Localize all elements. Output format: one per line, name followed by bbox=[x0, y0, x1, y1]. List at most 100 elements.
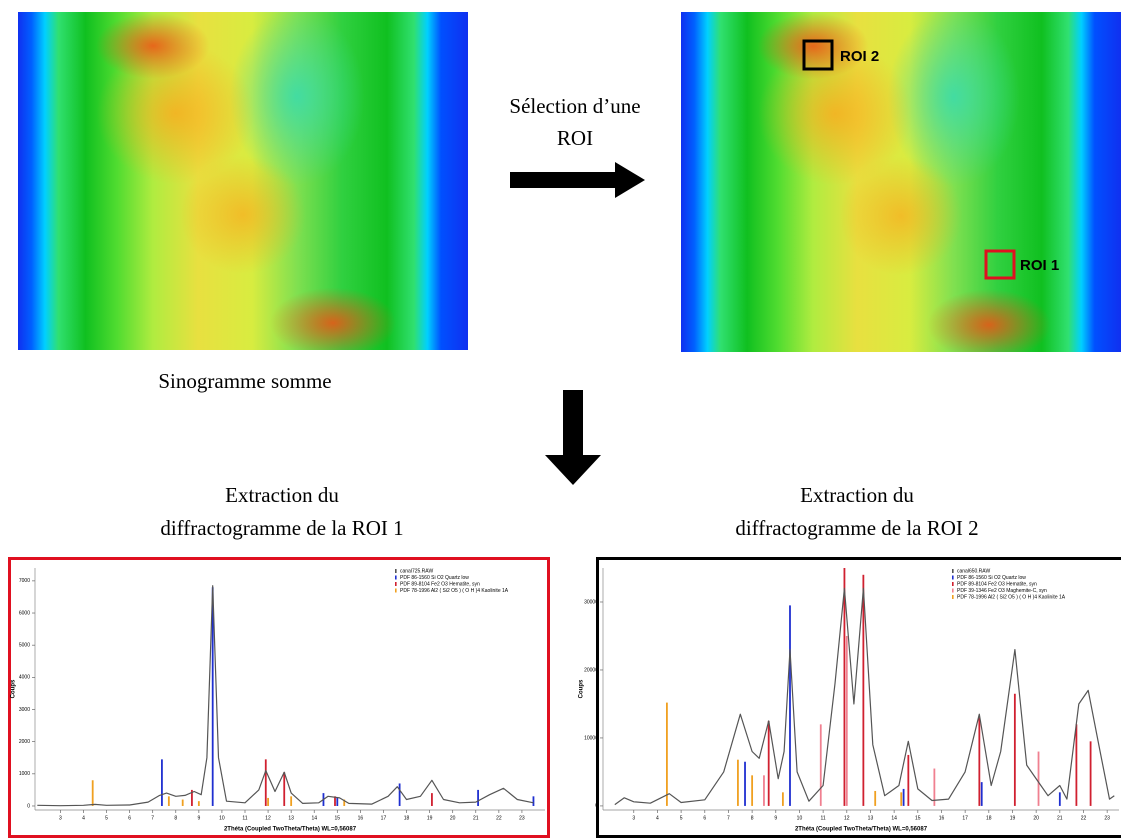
x-tick-label: 7 bbox=[151, 815, 154, 821]
plot-title: diffractogramme de la ROI 1 bbox=[160, 516, 403, 540]
roi-box bbox=[984, 249, 1016, 280]
measured-curve bbox=[37, 585, 534, 807]
y-tick-label: 3000 bbox=[19, 707, 30, 713]
legend-label: PDF 78-1996 Al2 ( Si2 O5 ) ( O H )4 Kaol… bbox=[957, 594, 1066, 600]
x-tick-label: 7 bbox=[727, 815, 730, 821]
reference-line bbox=[343, 799, 346, 806]
x-tick-label: 4 bbox=[82, 815, 85, 821]
reference-line bbox=[845, 635, 848, 806]
x-tick-label: 16 bbox=[939, 815, 945, 821]
x-tick-label: 13 bbox=[288, 815, 294, 821]
reference-line bbox=[334, 796, 336, 806]
legend-swatch bbox=[952, 588, 954, 593]
x-tick-label: 9 bbox=[197, 815, 200, 821]
roi-label: ROI 1 bbox=[1020, 257, 1059, 274]
legend-swatch bbox=[952, 582, 954, 586]
legend-swatch bbox=[952, 595, 954, 599]
legend-swatch bbox=[395, 582, 397, 586]
legend-label: PDF 89-8104 Fe2 O3 Hematite, syn bbox=[400, 581, 480, 587]
x-tick-label: 11 bbox=[821, 815, 826, 821]
legend-label: canal725.RAW bbox=[400, 568, 433, 574]
x-tick-label: 21 bbox=[473, 815, 479, 821]
x-tick-label: 4 bbox=[656, 815, 659, 821]
legend-label: PDF 39-1346 Fe2 O3 Maghemite-C, syn bbox=[957, 588, 1047, 594]
plot bbox=[37, 585, 535, 807]
reference-line bbox=[431, 793, 433, 806]
x-tick-label: 10 bbox=[797, 815, 803, 821]
x-tick-label: 20 bbox=[1033, 815, 1039, 821]
reference-line bbox=[933, 768, 936, 806]
x-tick-label: 15 bbox=[915, 815, 921, 821]
x-tick-label: 18 bbox=[404, 815, 410, 821]
reference-line bbox=[211, 587, 214, 806]
arrow-label: Sélection d’une bbox=[509, 94, 640, 118]
reference-line bbox=[737, 759, 739, 806]
x-tick-label: 6 bbox=[703, 815, 706, 821]
x-tick-label: 20 bbox=[450, 815, 456, 821]
reference-line bbox=[862, 574, 865, 806]
reference-line bbox=[907, 754, 910, 806]
sinogram bbox=[18, 12, 468, 350]
y-tick-label: 10000 bbox=[584, 735, 598, 741]
x-tick-label: 15 bbox=[335, 815, 341, 821]
y-axis-label: Coups bbox=[11, 679, 17, 698]
reference-line bbox=[763, 775, 765, 806]
x-axis-label: 2Théta (Coupled TwoTheta/Theta) WL=0,560… bbox=[224, 827, 357, 833]
legend-label: PDF 78-1996 Al2 ( Si2 O5 ) ( O H )4 Kaol… bbox=[400, 588, 509, 594]
reference-line bbox=[191, 789, 193, 806]
legend-swatch bbox=[952, 575, 954, 580]
plot-frame bbox=[596, 557, 1121, 838]
x-tick-label: 14 bbox=[311, 815, 317, 821]
y-tick-label: 0 bbox=[595, 803, 598, 809]
x-tick-label: 23 bbox=[519, 815, 525, 821]
reference-line bbox=[477, 789, 479, 806]
reference-line bbox=[264, 759, 267, 806]
reference-line bbox=[267, 797, 269, 806]
legend-label: PDF 86-1560 Si O2 Quartz low bbox=[400, 575, 469, 581]
reference-line bbox=[1037, 751, 1040, 806]
x-tick-label: 14 bbox=[891, 815, 897, 821]
x-tick-label: 17 bbox=[962, 815, 968, 821]
x-tick-label: 8 bbox=[751, 815, 754, 821]
plot-frame bbox=[8, 557, 550, 838]
x-tick-label: 19 bbox=[427, 815, 433, 821]
down-arrow bbox=[545, 390, 601, 485]
reference-line bbox=[767, 720, 770, 806]
y-tick-label: 5000 bbox=[19, 643, 30, 649]
reference-line bbox=[290, 796, 293, 806]
legend-swatch bbox=[395, 575, 397, 580]
y-tick-label: 2000 bbox=[19, 739, 30, 745]
x-tick-label: 3 bbox=[632, 815, 635, 821]
legend-label: PDF 86-1560 Si O2 Quartz low bbox=[957, 575, 1026, 581]
plot-title: diffractogramme de la ROI 2 bbox=[735, 516, 978, 540]
reference-line bbox=[980, 782, 983, 806]
reference-line bbox=[902, 788, 905, 806]
y-tick-label: 7000 bbox=[19, 578, 30, 584]
reference-line bbox=[874, 790, 877, 806]
reference-line bbox=[197, 801, 200, 806]
x-tick-label: 3 bbox=[59, 815, 62, 821]
reference-line bbox=[751, 775, 754, 806]
x-tick-label: 21 bbox=[1057, 815, 1063, 821]
sinogram-caption: Sinogramme somme bbox=[158, 369, 331, 393]
x-tick-label: 5 bbox=[105, 815, 108, 821]
reference-line bbox=[666, 702, 668, 806]
x-tick-label: 10 bbox=[219, 815, 225, 821]
reference-line bbox=[1013, 693, 1016, 806]
reference-line bbox=[1089, 741, 1092, 806]
reference-line bbox=[161, 759, 163, 806]
reference-line bbox=[781, 792, 784, 806]
x-axis-label: 2Théta (Coupled TwoTheta/Theta) WL=0,560… bbox=[795, 827, 928, 833]
reference-line bbox=[789, 605, 791, 806]
reference-line bbox=[744, 761, 746, 806]
reference-line bbox=[978, 717, 981, 806]
reference-line bbox=[398, 783, 401, 806]
x-tick-label: 23 bbox=[1104, 815, 1110, 821]
reference-line bbox=[1058, 792, 1061, 806]
x-tick-label: 13 bbox=[868, 815, 874, 821]
sinogram bbox=[681, 12, 1121, 352]
reference-line bbox=[819, 724, 822, 806]
x-tick-label: 17 bbox=[381, 815, 387, 821]
